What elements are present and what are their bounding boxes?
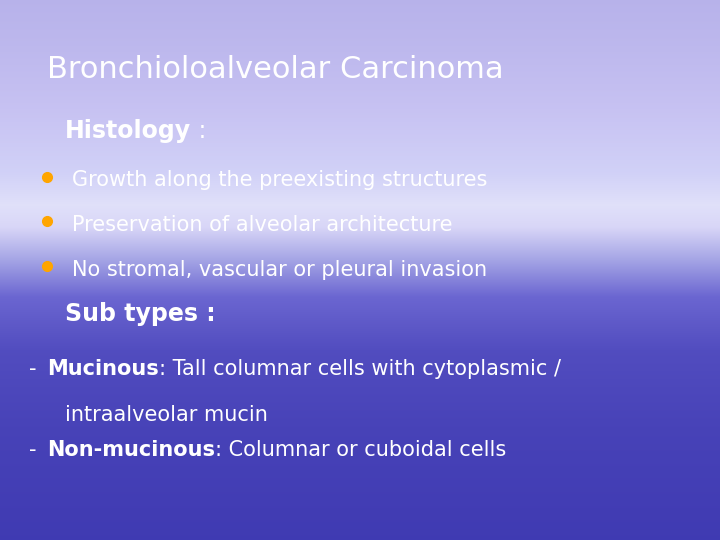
Text: Histology: Histology [65,119,191,143]
Text: Non-mucinous: Non-mucinous [47,440,215,460]
Text: :: : [191,119,207,143]
Text: Mucinous: Mucinous [47,359,158,379]
Text: -: - [29,440,43,460]
Text: -: - [29,359,43,379]
Text: Bronchioloalveolar Carcinoma: Bronchioloalveolar Carcinoma [47,55,503,84]
Text: Growth along the preexisting structures: Growth along the preexisting structures [72,170,487,190]
Text: Sub types :: Sub types : [65,302,215,326]
Text: : Tall columnar cells with cytoplasmic /: : Tall columnar cells with cytoplasmic / [158,359,561,379]
Text: No stromal, vascular or pleural invasion: No stromal, vascular or pleural invasion [72,260,487,280]
Text: : Columnar or cuboidal cells: : Columnar or cuboidal cells [215,440,506,460]
Text: intraalveolar mucin: intraalveolar mucin [65,405,268,425]
Text: Preservation of alveolar architecture: Preservation of alveolar architecture [72,215,452,235]
